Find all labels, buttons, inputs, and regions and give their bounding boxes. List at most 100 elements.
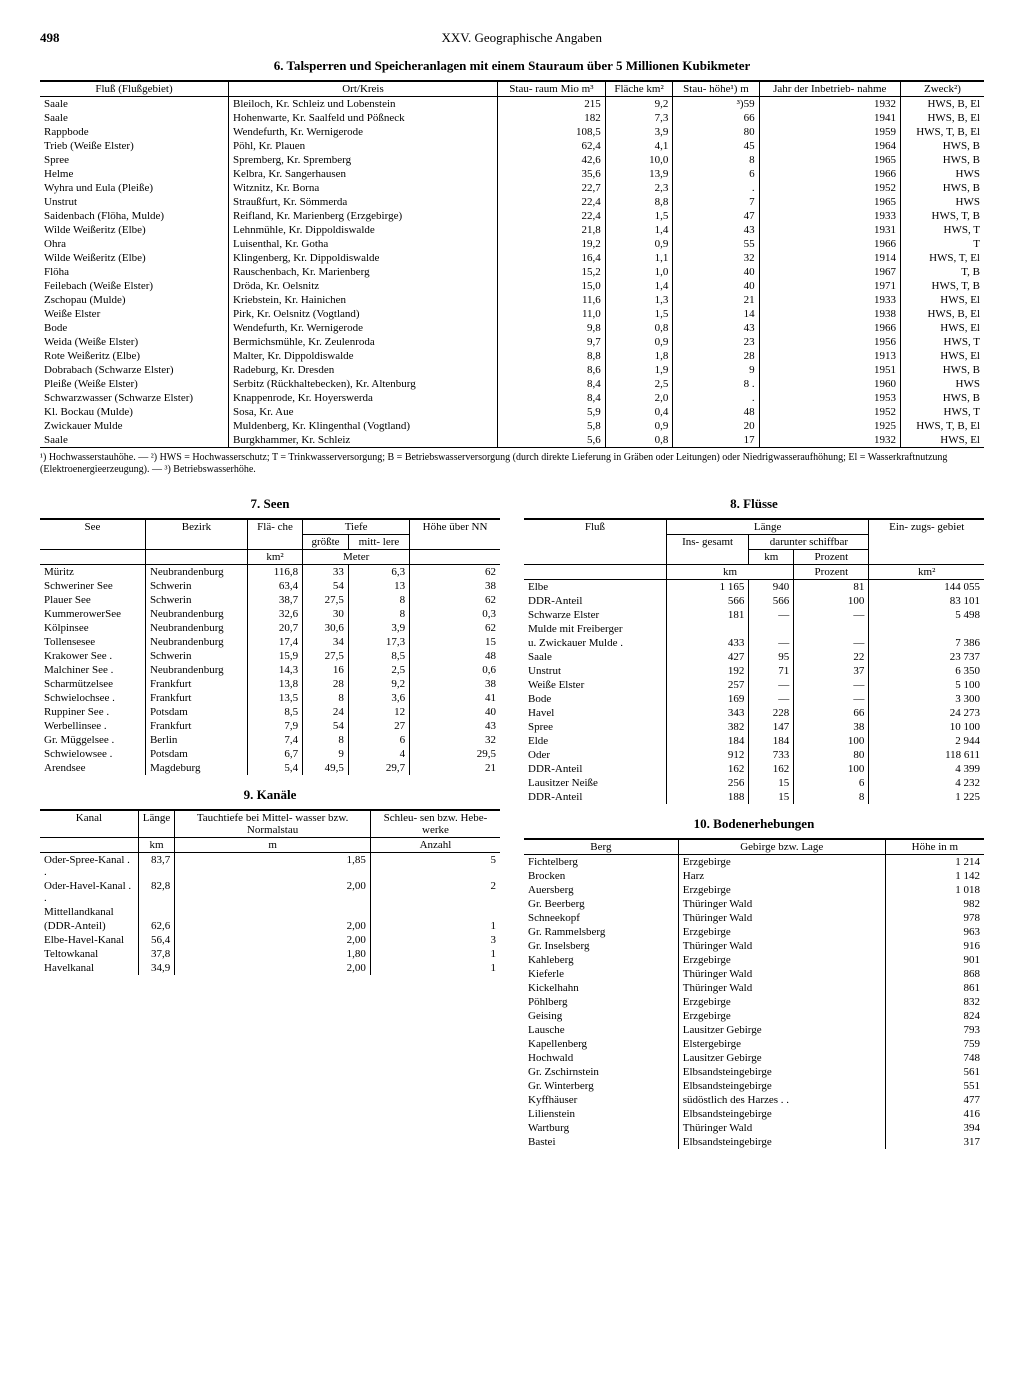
table-cell: 17,4	[247, 635, 302, 649]
table-cell: 15,2	[498, 265, 606, 279]
table8-title: 8. Flüsse	[524, 496, 984, 512]
table-cell: Rappbode	[40, 125, 229, 139]
table-cell: 20,7	[247, 621, 302, 635]
table7: See Bezirk Flä- che Tiefe Höhe über NN g…	[40, 518, 500, 775]
table-cell: Oder-Havel-Kanal . .	[40, 879, 138, 905]
table-cell: HWS	[900, 167, 984, 181]
table-row: (DDR-Anteil)62,62,001	[40, 919, 500, 933]
table-cell: Saale	[524, 650, 666, 664]
table-cell: 17	[673, 433, 759, 447]
t6-col1: Ort/Kreis	[229, 81, 498, 97]
table-cell: 0,9	[605, 419, 673, 433]
table-cell: 108,5	[498, 125, 606, 139]
table-cell: 66	[673, 111, 759, 125]
table-cell: 45	[673, 139, 759, 153]
table-row: RappbodeWendefurth, Kr. Wernigerode108,5…	[40, 125, 984, 139]
table-cell: 40	[673, 265, 759, 279]
table-cell: 15,0	[498, 279, 606, 293]
table-cell: 8	[794, 790, 869, 804]
table-row: ArendseeMagdeburg5,449,529,721	[40, 761, 500, 775]
t9-u2: m	[175, 838, 371, 853]
table6-title: 6. Talsperren und Speicheranlagen mit ei…	[40, 58, 984, 74]
table-cell: 1	[370, 947, 500, 961]
table-cell: 215	[498, 97, 606, 112]
t7-sc4: mitt- lere	[348, 535, 409, 550]
table-row: Wyhra und Eula (Pleiße)Witznitz, Kr. Bor…	[40, 181, 984, 195]
table-cell: 0,9	[605, 335, 673, 349]
t9-c2: Tauchtiefe bei Mittel- wasser bzw. Norma…	[175, 810, 371, 838]
table-row: KickelhahnThüringer Wald861	[524, 981, 984, 995]
table-cell: DDR-Anteil	[524, 594, 666, 608]
table-cell: 912	[666, 748, 749, 762]
table-cell: 1966	[759, 321, 900, 335]
table-cell: Thüringer Wald	[678, 911, 885, 925]
table-cell: 19,2	[498, 237, 606, 251]
table-cell: HWS	[900, 377, 984, 391]
table-cell: Potsdam	[145, 747, 247, 761]
table-row: Wilde Weißeritz (Elbe)Klingenberg, Kr. D…	[40, 251, 984, 265]
table-cell: 10,0	[605, 153, 673, 167]
table-row: BasteiElbsandsteingebirge317	[524, 1135, 984, 1149]
table-cell: HWS, B	[900, 391, 984, 405]
table-cell: 1,4	[605, 279, 673, 293]
table-row: Schweriner SeeSchwerin63,4541338	[40, 579, 500, 593]
table-cell: 100	[794, 762, 869, 776]
table-cell: 1952	[759, 405, 900, 419]
table-row: LauscheLausitzer Gebirge793	[524, 1023, 984, 1037]
table-cell: 27,5	[303, 593, 349, 607]
table-cell: 21	[673, 293, 759, 307]
table-row: PöhlbergErzgebirge832	[524, 995, 984, 1009]
table-row: KölpinseeNeubrandenburg20,730,63,962	[40, 621, 500, 635]
table-cell: 733	[749, 748, 794, 762]
table-cell: 1 018	[885, 883, 984, 897]
table-cell: 56,4	[138, 933, 174, 947]
table-cell: Elbsandsteingebirge	[678, 1065, 885, 1079]
table-cell: Geising	[524, 1009, 678, 1023]
table-cell: Klingenberg, Kr. Dippoldiswalde	[229, 251, 498, 265]
table-cell: 66	[794, 706, 869, 720]
table-cell: 1,9	[605, 363, 673, 377]
table-cell: Schwielowsee .	[40, 747, 145, 761]
table-cell: HWS, T, B	[900, 209, 984, 223]
t6-col5: Jahr der Inbetrieb- nahme	[759, 81, 900, 97]
table-cell: Magdeburg	[145, 761, 247, 775]
table-cell: 1965	[759, 195, 900, 209]
table-row: HelmeKelbra, Kr. Sangerhausen35,613,9619…	[40, 167, 984, 181]
table-cell: 17,3	[348, 635, 409, 649]
table-cell: 1,80	[175, 947, 371, 961]
t8-u3: Prozent	[794, 550, 869, 565]
table-cell: 3,9	[605, 125, 673, 139]
table-cell: 24	[303, 705, 349, 719]
table-cell: Bleiloch, Kr. Schleiz und Lobenstein	[229, 97, 498, 112]
table-cell: (DDR-Anteil)	[40, 919, 138, 933]
table-cell: 47	[673, 209, 759, 223]
table-cell: DDR-Anteil	[524, 762, 666, 776]
table-cell: Berlin	[145, 733, 247, 747]
table-cell: Lausitzer Neiße	[524, 776, 666, 790]
table-cell: T	[900, 237, 984, 251]
table-row: Havel3432286624 273	[524, 706, 984, 720]
t7-u2: km²	[247, 550, 302, 565]
table-row: Gr. Müggelsee .Berlin7,48632	[40, 733, 500, 747]
table-cell: 184	[666, 734, 749, 748]
table-cell: Elbe	[524, 580, 666, 595]
table-cell: 32	[410, 733, 500, 747]
t6-col0: Fluß (Flußgebiet)	[40, 81, 229, 97]
table-cell: 43	[410, 719, 500, 733]
table-cell: 1953	[759, 391, 900, 405]
table-row: Schwielowsee .Potsdam6,79429,5	[40, 747, 500, 761]
table-cell: 0,6	[410, 663, 500, 677]
table-cell: 144 055	[869, 580, 984, 595]
table-row: LiliensteinElbsandsteingebirge416	[524, 1107, 984, 1121]
table-cell: Gr. Zschirnstein	[524, 1065, 678, 1079]
table-row: TollenseseeNeubrandenburg17,43417,315	[40, 635, 500, 649]
table-cell: 394	[885, 1121, 984, 1135]
table-cell: 1 225	[869, 790, 984, 804]
table-cell: 8,8	[498, 349, 606, 363]
table-cell: Lausitzer Gebirge	[678, 1023, 885, 1037]
table-cell: 6	[348, 733, 409, 747]
table-cell: 382	[666, 720, 749, 734]
t7-c1: Bezirk	[145, 519, 247, 550]
table-cell: Frankfurt	[145, 719, 247, 733]
table-cell: Bermichsmühle, Kr. Zeulenroda	[229, 335, 498, 349]
